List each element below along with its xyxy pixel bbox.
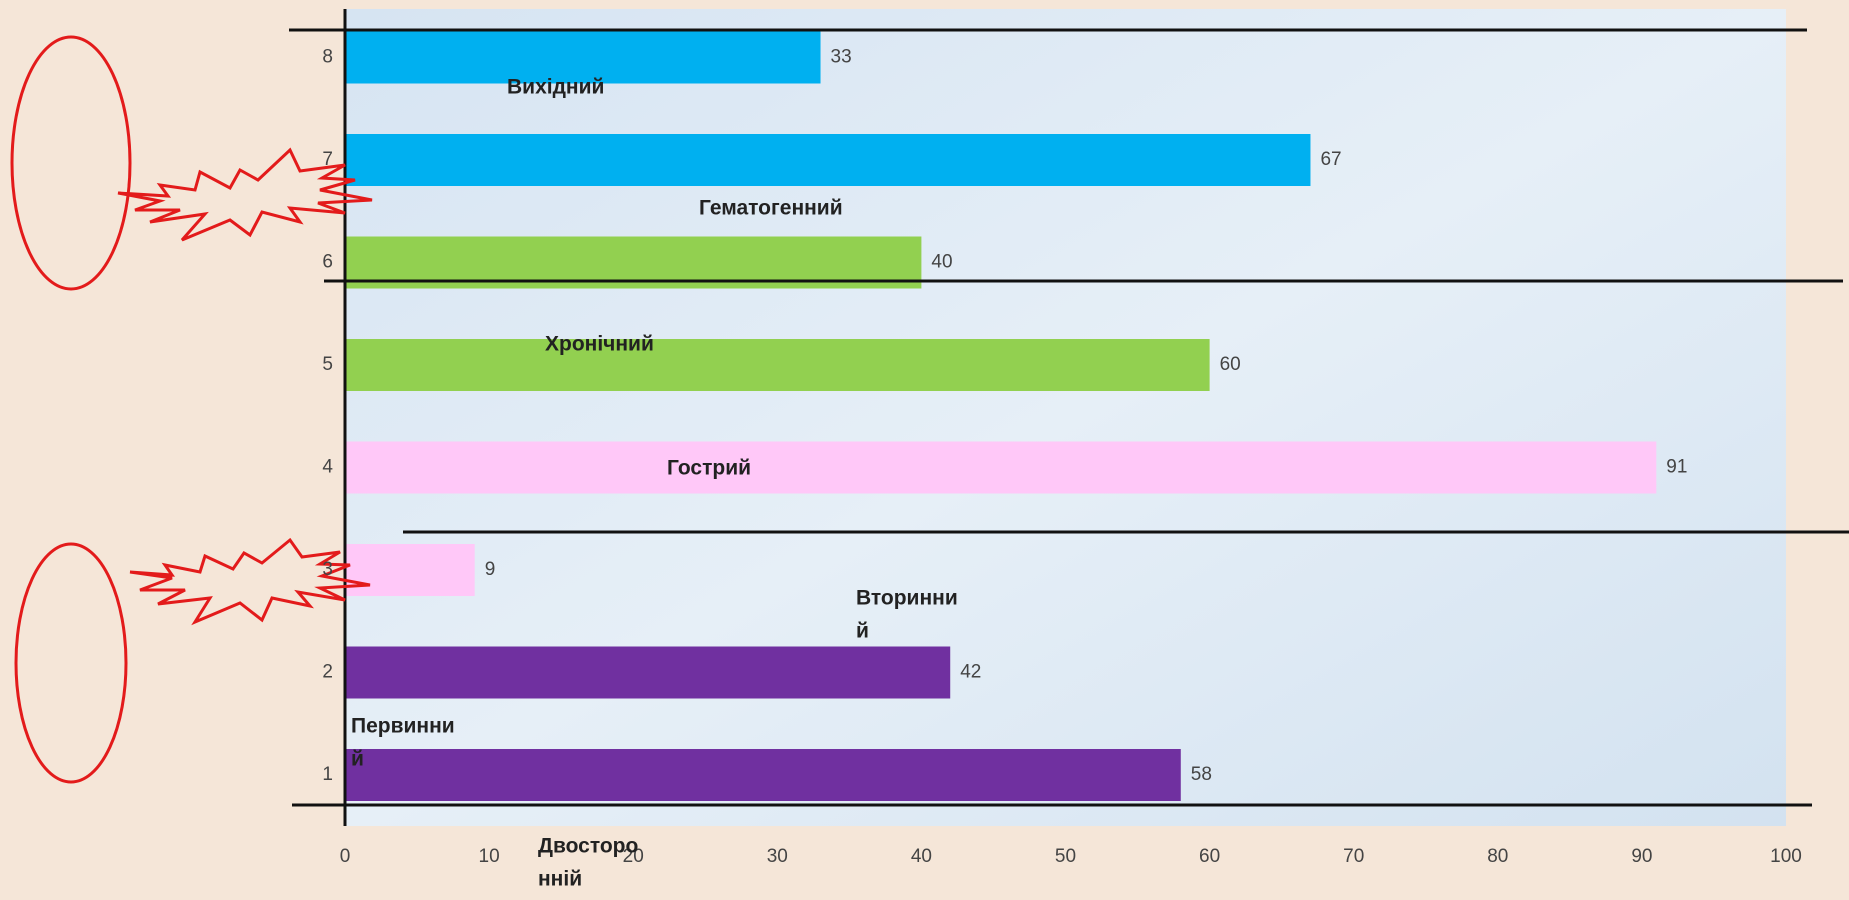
x-tick-label: 70: [1343, 846, 1364, 867]
annotation: нній: [538, 868, 582, 891]
burst: [118, 150, 372, 240]
y-tick-label: 3: [322, 559, 333, 580]
markers: [12, 37, 372, 782]
value-label: 9: [485, 559, 496, 580]
x-tick-label: 30: [767, 846, 788, 867]
annotation: Двосторо: [538, 835, 638, 858]
y-tick-label: 6: [322, 252, 333, 273]
x-tick-label: 0: [340, 846, 351, 867]
value-label: 42: [960, 662, 981, 683]
y-tick-label: 7: [322, 149, 333, 170]
y-tick-label: 2: [322, 662, 333, 683]
value-label: 40: [931, 252, 952, 273]
annotation: Первинни: [351, 715, 455, 738]
bar: [345, 749, 1181, 801]
annotation: Вторинни: [856, 587, 958, 610]
annotation: Хронічний: [545, 333, 654, 356]
ellipse: [16, 544, 126, 782]
y-tick-label: 5: [322, 354, 333, 375]
ellipse: [12, 37, 130, 289]
x-tick-label: 60: [1199, 846, 1220, 867]
value-label: 67: [1320, 149, 1341, 170]
x-tick-label: 40: [911, 846, 932, 867]
bar: [345, 134, 1310, 186]
y-tick-label: 4: [322, 457, 333, 478]
chart: 0102030405060708090100158242394915606407…: [0, 0, 1849, 900]
bar: [345, 544, 475, 596]
annotation: й: [856, 620, 869, 643]
annotation: Вихідний: [507, 76, 604, 99]
bar: [345, 647, 950, 699]
value-label: 60: [1220, 354, 1241, 375]
x-tick-label: 80: [1487, 846, 1508, 867]
annotation: Гематогенний: [699, 197, 843, 220]
annotation: й: [351, 748, 364, 771]
x-tick-label: 100: [1770, 846, 1802, 867]
annotation: Гострий: [667, 457, 751, 480]
bar: [345, 442, 1656, 494]
bar: [345, 339, 1210, 391]
x-tick-label: 10: [479, 846, 500, 867]
value-label: 33: [831, 47, 852, 68]
value-label: 58: [1191, 764, 1212, 785]
x-tick-label: 90: [1631, 846, 1652, 867]
plot-area: [345, 9, 1786, 826]
value-label: 91: [1666, 457, 1687, 478]
y-tick-label: 8: [322, 47, 333, 68]
y-tick-label: 1: [322, 764, 333, 785]
x-tick-label: 50: [1055, 846, 1076, 867]
burst: [130, 540, 370, 622]
